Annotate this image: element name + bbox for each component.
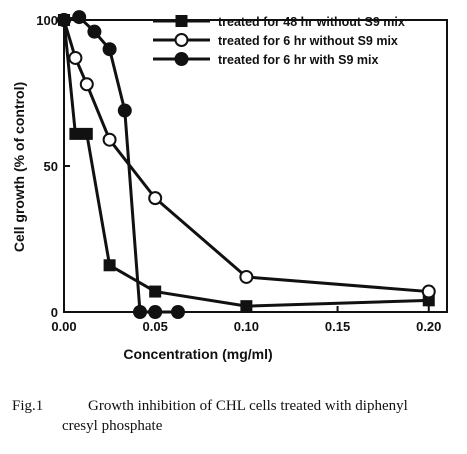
legend-marker xyxy=(175,52,189,66)
data-point xyxy=(57,13,71,27)
legend: treated for 48 hr without S9 mix treated … xyxy=(153,15,405,67)
data-point xyxy=(149,286,161,298)
data-point xyxy=(72,10,86,24)
x-tick-label: 0.10 xyxy=(234,319,259,334)
caption-line-1: Growth inhibition of CHL cells treated w… xyxy=(88,398,408,414)
caption-line-2: cresyl phosphate xyxy=(12,416,462,436)
figure-caption: Fig.1 Growth inhibition of CHL cells trea… xyxy=(12,396,462,436)
x-tick-label: 0.00 xyxy=(51,319,76,334)
chart: 0.00 0.05 0.10 0.15 0.20 0 50 100 treated for … xyxy=(0,0,467,395)
data-point xyxy=(81,78,93,90)
legend-label: treated for 48 hr without S9 mix xyxy=(218,15,405,29)
legend-marker xyxy=(176,34,188,46)
legend-item-6hr-with-s9: treated for 6 hr with S9 mix xyxy=(153,52,379,67)
x-tick-label: 0.20 xyxy=(416,319,441,334)
x-axis-label: Concentration (mg/ml) xyxy=(123,346,272,362)
data-point xyxy=(69,128,81,140)
data-point xyxy=(87,25,101,39)
data-point xyxy=(69,52,81,64)
legend-item-48hr-without-s9: treated for 48 hr without S9 mix xyxy=(153,15,405,29)
data-point xyxy=(133,305,147,319)
y-axis-label: Cell growth (% of control) xyxy=(11,82,27,252)
data-point xyxy=(104,259,116,271)
data-point xyxy=(423,286,435,298)
data-point xyxy=(171,305,185,319)
data-point xyxy=(149,192,161,204)
data-point xyxy=(104,134,116,146)
legend-marker xyxy=(176,15,188,27)
data-point xyxy=(240,271,252,283)
x-tick-label: 0.05 xyxy=(143,319,168,334)
data-point xyxy=(240,300,252,312)
legend-label: treated for 6 hr with S9 mix xyxy=(218,53,379,67)
data-point xyxy=(148,305,162,319)
y-tick-label: 0 xyxy=(51,305,58,320)
legend-item-6hr-without-s9: treated for 6 hr without S9 mix xyxy=(153,34,398,48)
caption-figure-label: Fig.1 xyxy=(12,396,88,416)
legend-label: treated for 6 hr without S9 mix xyxy=(218,34,398,48)
y-tick-label: 100 xyxy=(36,13,58,28)
data-point xyxy=(81,128,93,140)
data-point xyxy=(103,42,117,56)
y-tick-label: 50 xyxy=(44,159,58,174)
data-point xyxy=(118,104,132,118)
x-tick-label: 0.15 xyxy=(325,319,350,334)
